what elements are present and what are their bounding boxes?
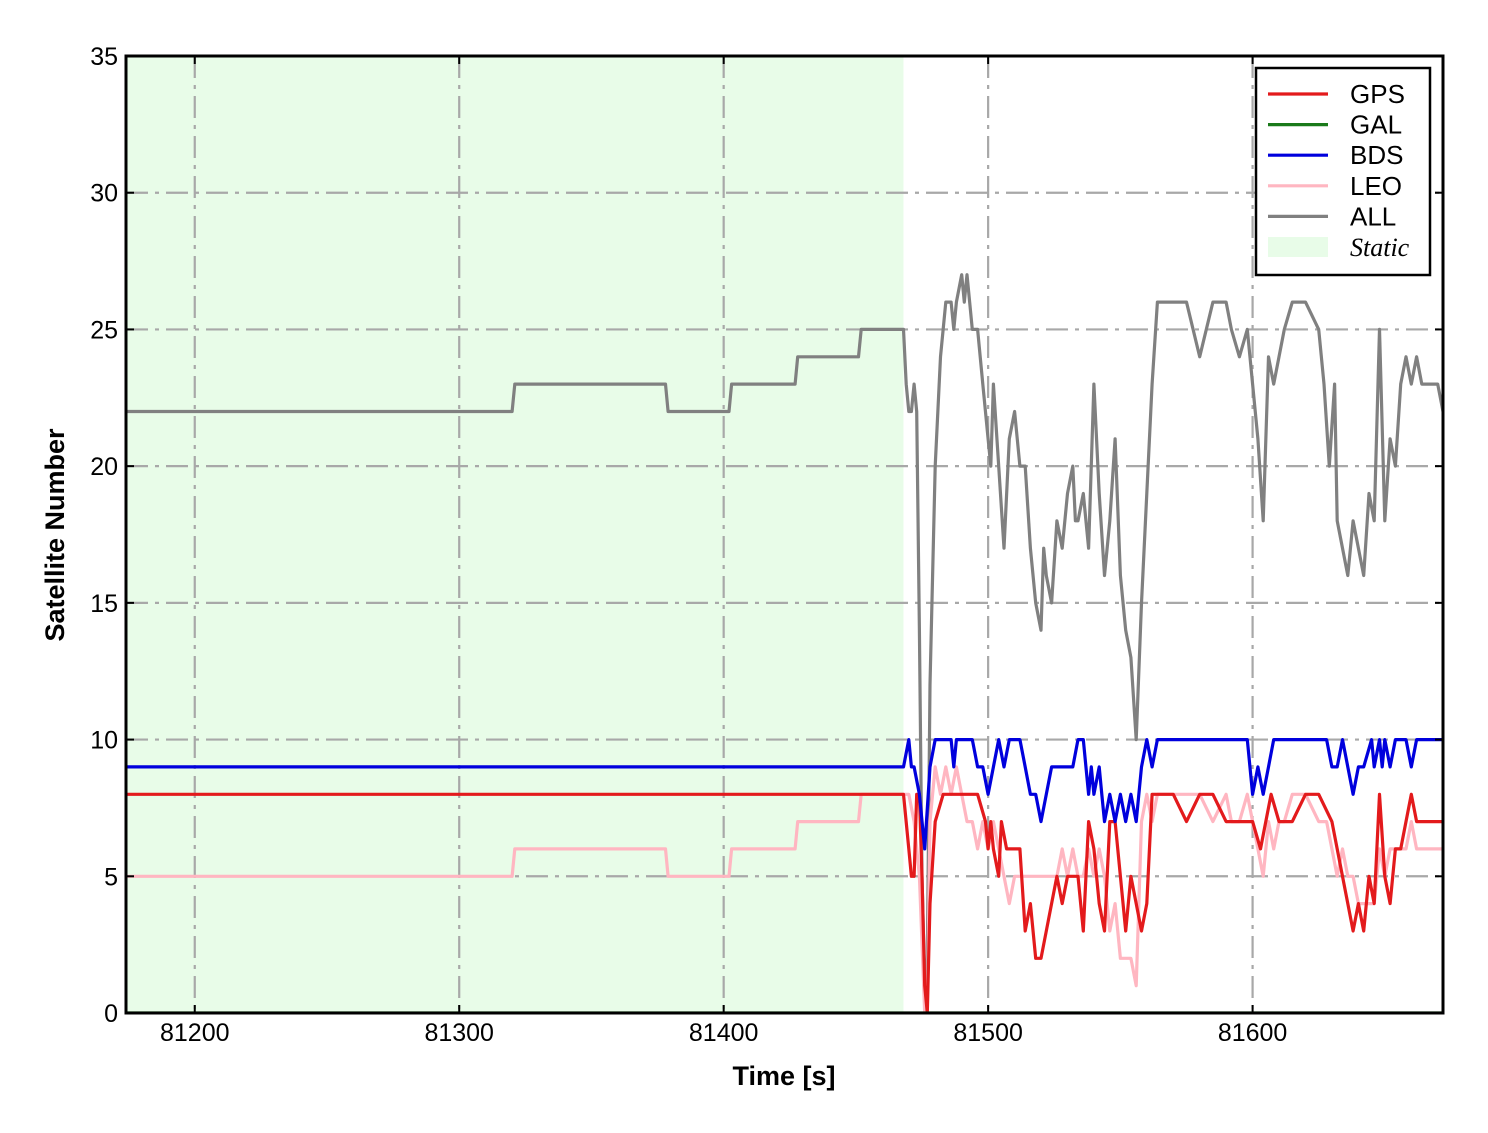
y-tick-label: 20 [90, 453, 118, 481]
y-tick-label: 0 [104, 1000, 118, 1028]
plot-frame [124, 54, 1445, 1015]
legend-label-leo: LEO [1350, 171, 1402, 201]
x-tick-label: 81500 [953, 1019, 1023, 1047]
static-region [126, 56, 904, 1013]
x-tick-label: 81300 [424, 1019, 494, 1047]
y-tick-label: 30 [90, 180, 118, 208]
legend-label-all: ALL [1350, 201, 1396, 231]
x-axis-title: Time [s] [732, 1061, 835, 1091]
axis-ticks: 81200 81300 81400 81500 81600 0 5 10 15 20 25 30 35 [90, 43, 1443, 1047]
series-line-bds [126, 738, 1443, 851]
series-lines [126, 273, 1443, 1013]
y-tick-label: 25 [90, 316, 118, 344]
x-tick-label: 81400 [689, 1019, 759, 1047]
static-region-layer [126, 56, 904, 1013]
legend-swatch-static [1268, 237, 1328, 257]
legend-label-static: Static [1350, 233, 1410, 262]
series-line-gps [126, 792, 1443, 1013]
legend-label-gps: GPS [1350, 79, 1405, 109]
y-tick-label: 10 [90, 727, 118, 755]
y-tick-label: 35 [90, 43, 118, 71]
y-tick-label: 5 [104, 863, 118, 891]
x-tick-label: 81200 [160, 1019, 230, 1047]
y-axis-title: Satellite Number [40, 428, 70, 642]
legend-label-bds: BDS [1350, 140, 1403, 170]
y-tick-label: 15 [90, 590, 118, 618]
legend-label-gal: GAL [1350, 110, 1402, 140]
x-tick-label: 81600 [1218, 1019, 1288, 1047]
